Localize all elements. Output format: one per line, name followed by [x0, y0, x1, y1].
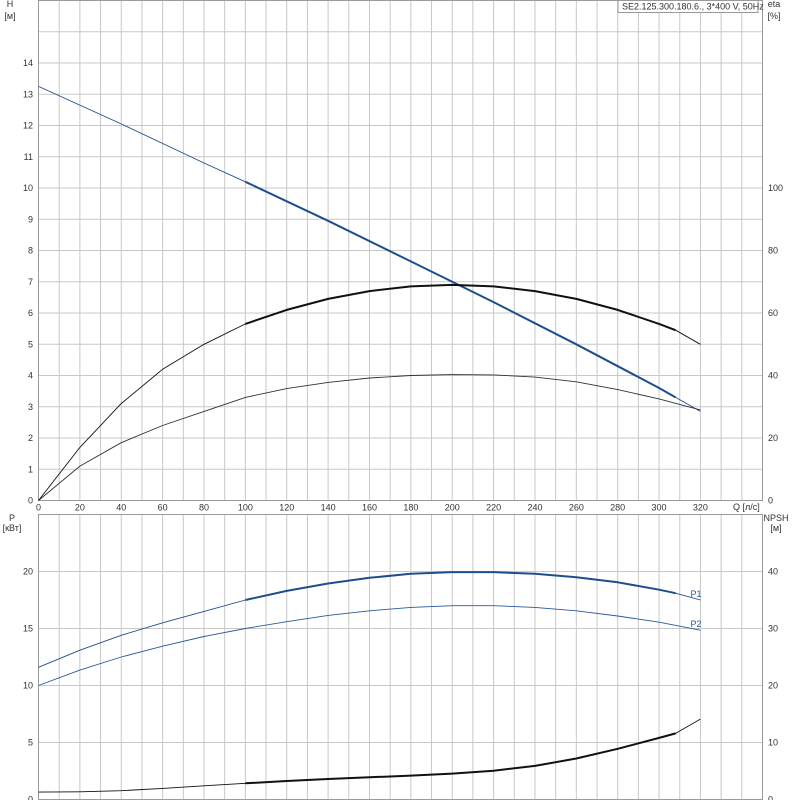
y-tick-label: 2: [28, 433, 33, 443]
x-tick-label: 80: [199, 503, 209, 513]
y-tick-label: 15: [23, 624, 33, 634]
top-curves: [38, 85, 701, 501]
y-tick-label: 12: [23, 121, 33, 131]
y2-tick-label: 80: [768, 246, 778, 256]
x-tick-label: 300: [652, 503, 667, 513]
y-tick-label: 8: [28, 246, 33, 256]
y2-tick-label: 10: [768, 738, 778, 748]
series-duty-range: [245, 732, 676, 785]
bottom-ticks: 0 5 10 15 20 0 10 20 30 40: [23, 567, 778, 800]
x-tick-label: 200: [445, 503, 460, 513]
bottom-grid: [38, 514, 763, 800]
y-tick-label: 9: [28, 214, 33, 224]
power-axis-label: P: [9, 513, 15, 523]
chart-title: SE2.125.300.180.6., 3*400 V, 50Hz: [622, 2, 764, 12]
y-tick-label: 1: [28, 464, 33, 474]
y-tick-label: 0: [28, 496, 33, 506]
x-tick-label: 0: [36, 503, 41, 513]
x-tick-label: 120: [279, 503, 294, 513]
y2-tick-label: 0: [768, 795, 773, 800]
y-tick-label: 20: [23, 567, 33, 577]
y2-tick-label: 40: [768, 371, 778, 381]
x-tick-label: 260: [569, 503, 584, 513]
x-tick-label: 320: [693, 503, 708, 513]
eta-axis-label: eta: [768, 0, 781, 9]
x-tick-label: 220: [486, 503, 501, 513]
y-tick-label: 5: [28, 339, 33, 349]
y-tick-label: 3: [28, 402, 33, 412]
x-tick-label: 160: [362, 503, 377, 513]
head-axis-label: H: [7, 0, 14, 9]
flow-axis-label: Q [л/с]: [733, 502, 760, 512]
y-tick-label: 4: [28, 371, 33, 381]
y-tick-label: 10: [23, 681, 33, 691]
x-tick-label: 140: [321, 503, 336, 513]
x-tick-label: 40: [116, 503, 126, 513]
y-tick-label: 6: [28, 308, 33, 318]
series-duty-range: [244, 180, 677, 399]
head-axis-unit: [м]: [4, 11, 15, 21]
x-tick-label: 60: [158, 503, 168, 513]
x-tick-label: 240: [527, 503, 542, 513]
y-tick-label: 10: [23, 183, 33, 193]
series-label: P2: [690, 619, 701, 629]
npsh-axis-label: NPSH: [763, 513, 788, 523]
y2-tick-label: 0: [768, 496, 773, 506]
x-tick-label: 280: [610, 503, 625, 513]
top-frame: [38, 0, 763, 501]
npsh-axis-unit: [м]: [770, 523, 781, 533]
y2-tick-label: 20: [768, 681, 778, 691]
series-duty-range: [245, 571, 676, 601]
y-tick-label: 14: [23, 58, 33, 68]
y2-tick-label: 20: [768, 433, 778, 443]
bottom-frame: [38, 514, 763, 800]
series-duty-range: [245, 283, 676, 332]
y-tick-label: 5: [28, 738, 33, 748]
bottom-curves: P1 P2: [38, 571, 701, 793]
eta-axis-unit: [%]: [767, 11, 780, 21]
y-tick-label: 7: [28, 277, 33, 287]
title-box: [617, 0, 759, 13]
power-axis-unit: [кВт]: [3, 523, 22, 533]
y2-tick-label: 60: [768, 308, 778, 318]
y2-tick-label: 100: [768, 183, 783, 193]
series-label: P1: [690, 589, 701, 599]
y-tick-label: 13: [23, 89, 33, 99]
x-tick-label: 100: [238, 503, 253, 513]
x-tick-label: 20: [75, 503, 85, 513]
x-tick-label: 180: [403, 503, 418, 513]
series-line: [38, 605, 701, 686]
y2-tick-label: 30: [768, 624, 778, 634]
y-tick-label: 0: [28, 795, 33, 800]
bottom-panel: 0 5 10 15 20 0 10 20 30 40 P [кВт] NPSH [м] P1 P2: [3, 513, 789, 800]
y2-tick-label: 40: [768, 567, 778, 577]
top-grid: [38, 0, 763, 501]
series-line: [38, 374, 701, 501]
y-tick-label: 11: [24, 152, 33, 162]
